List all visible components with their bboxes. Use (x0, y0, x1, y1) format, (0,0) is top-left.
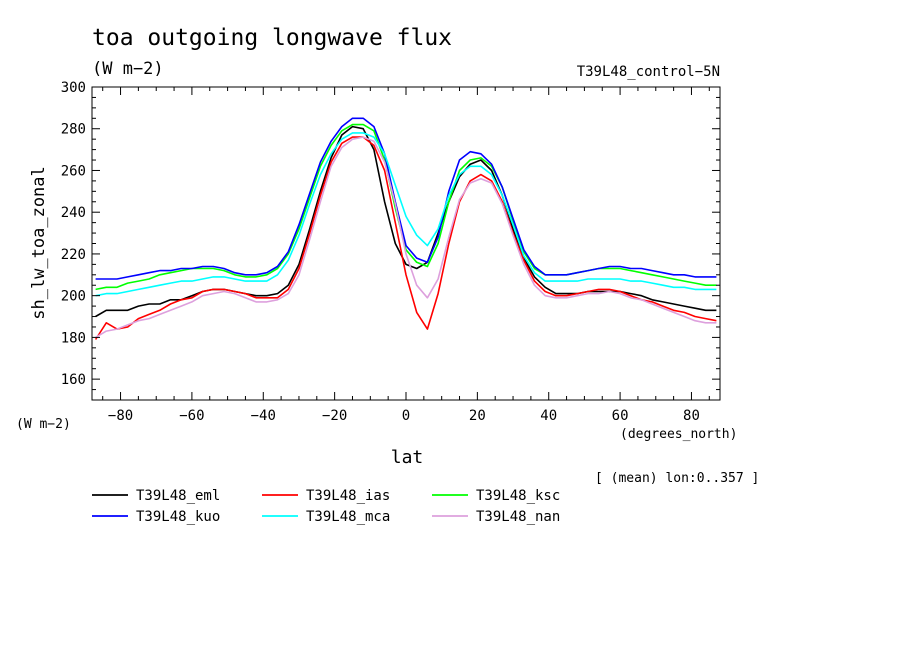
x-tick-label: −80 (108, 408, 133, 424)
chart-title: toa outgoing longwave flux (92, 25, 452, 51)
legend-label-T39L48_eml: T39L48_eml (136, 488, 220, 504)
x-tick-label: 20 (469, 408, 486, 424)
series-layer (94, 117, 717, 340)
x-axis-label: lat (391, 447, 424, 468)
legend-label-T39L48_ksc: T39L48_ksc (476, 488, 560, 504)
y-axis: 160 180 200 220 240 260 280 300 (61, 80, 720, 391)
series-line-T39L48_mca (95, 132, 717, 297)
x-tick-label: 40 (540, 408, 557, 424)
y-tick-label: 300 (61, 80, 86, 96)
legend-label-T39L48_nan: T39L48_nan (476, 509, 560, 525)
x-units-label: (degrees_north) (620, 427, 737, 442)
series-line-T39L48_eml (95, 125, 717, 318)
series-line-T39L48_ksc (95, 123, 717, 291)
series-line-T39L48_kuo (95, 117, 717, 280)
x-tick-label: −60 (179, 408, 204, 424)
y-tick-label: 200 (61, 289, 86, 305)
legend-label-T39L48_kuo: T39L48_kuo (136, 509, 220, 525)
legend-label-T39L48_ias: T39L48_ias (306, 488, 390, 504)
dataset-label: T39L48_control−5N (577, 64, 720, 80)
series-line-T39L48_nan (95, 136, 717, 339)
y-tick-label: 160 (61, 372, 86, 388)
x-tick-label: −20 (322, 408, 347, 424)
x-axis: −80 −60 −40 −20 0 20 40 60 80 (102, 87, 710, 424)
x-tick-label: 80 (683, 408, 700, 424)
legend-label-T39L48_mca: T39L48_mca (306, 509, 390, 525)
x-tick-label: 0 (402, 408, 410, 424)
y-tick-label: 220 (61, 247, 86, 263)
averaging-note: [ (mean) lon:0..357 ] (595, 471, 759, 486)
y-tick-label: 180 (61, 330, 86, 346)
x-tick-label: −40 (251, 408, 276, 424)
y-tick-label: 240 (61, 205, 86, 221)
y-tick-label: 280 (61, 122, 86, 138)
x-tick-label: 60 (612, 408, 629, 424)
y-units-label: (W m−2) (16, 417, 71, 432)
y-tick-label: 260 (61, 163, 86, 179)
y-axis-label: sh_lw_toa_zonal (29, 166, 49, 320)
series-line-T39L48_ias (94, 136, 717, 340)
chart-subtitle: (W m−2) (92, 59, 164, 79)
legend: T39L48_eml T39L48_ias T39L48_ksc T39L48_kuo… (92, 488, 560, 525)
